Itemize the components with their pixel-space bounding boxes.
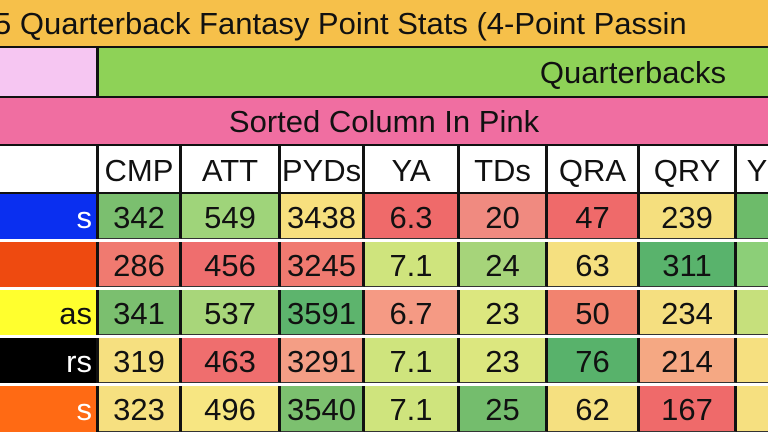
stat-cell-tds: 23 bbox=[460, 290, 548, 335]
header-team-cell bbox=[0, 146, 99, 194]
stat-cell-qra: 47 bbox=[548, 194, 640, 239]
stat-cell-y bbox=[737, 290, 768, 335]
stat-cell-tds: 20 bbox=[460, 194, 548, 239]
stat-cell-att: 549 bbox=[182, 194, 281, 239]
stat-cell-qry: 234 bbox=[640, 290, 737, 335]
stat-cell-cmp: 319 bbox=[99, 338, 182, 383]
stat-cell-ya: 6.7 bbox=[365, 290, 460, 335]
team-cell: s bbox=[0, 194, 99, 239]
column-header-cmp: CMP bbox=[99, 146, 182, 194]
stat-cell-y bbox=[737, 194, 768, 239]
stat-cell-cmp: 341 bbox=[99, 290, 182, 335]
stat-cell-tds: 23 bbox=[460, 338, 548, 383]
stat-cell-att: 463 bbox=[182, 338, 281, 383]
stat-cell-cmp: 342 bbox=[99, 194, 182, 239]
stat-cell-att: 537 bbox=[182, 290, 281, 335]
stat-cell-pyds: 3438 bbox=[281, 194, 365, 239]
stat-cell-qra: 62 bbox=[548, 386, 640, 432]
column-header-att: ATT bbox=[182, 146, 281, 194]
stat-cell-pyds: 3291 bbox=[281, 338, 365, 383]
stat-cell-qra: 50 bbox=[548, 290, 640, 335]
stat-cell-y bbox=[737, 242, 768, 287]
group-header-quarterbacks: Quarterbacks bbox=[99, 48, 768, 96]
stat-cell-y bbox=[737, 338, 768, 383]
group-header-blank bbox=[0, 48, 99, 96]
stat-cell-tds: 25 bbox=[460, 386, 548, 432]
stat-cell-ya: 7.1 bbox=[365, 386, 460, 432]
stat-cell-cmp: 323 bbox=[99, 386, 182, 432]
stat-cell-att: 456 bbox=[182, 242, 281, 287]
stat-cell-ya: 6.3 bbox=[365, 194, 460, 239]
column-header-qry: QRY bbox=[640, 146, 737, 194]
stat-cell-qry: 311 bbox=[640, 242, 737, 287]
stat-cell-ya: 7.1 bbox=[365, 338, 460, 383]
stat-cell-ya: 7.1 bbox=[365, 242, 460, 287]
stat-cell-att: 496 bbox=[182, 386, 281, 432]
table-title: 5 Quarterback Fantasy Point Stats (4-Poi… bbox=[0, 0, 768, 48]
stat-cell-tds: 24 bbox=[460, 242, 548, 287]
team-cell bbox=[0, 242, 99, 287]
stat-cell-pyds: 3591 bbox=[281, 290, 365, 335]
column-header-tds: TDs bbox=[460, 146, 548, 194]
stat-cell-qra: 63 bbox=[548, 242, 640, 287]
stat-cell-y bbox=[737, 386, 768, 432]
stat-cell-qry: 167 bbox=[640, 386, 737, 432]
stat-cell-pyds: 3540 bbox=[281, 386, 365, 432]
stat-cell-pyds: 3245 bbox=[281, 242, 365, 287]
sorted-column-note: Sorted Column In Pink bbox=[0, 98, 768, 146]
team-cell: rs bbox=[0, 338, 99, 383]
group-header-label: Quarterbacks bbox=[539, 55, 726, 90]
stat-cell-qra: 76 bbox=[548, 338, 640, 383]
team-cell: as bbox=[0, 290, 99, 335]
group-header-row: Quarterbacks bbox=[0, 48, 768, 98]
stat-cell-qry: 239 bbox=[640, 194, 737, 239]
column-header-y: Y bbox=[737, 146, 768, 194]
table-title-text: 5 Quarterback Fantasy Point Stats (4-Poi… bbox=[0, 6, 687, 41]
stat-cell-cmp: 286 bbox=[99, 242, 182, 287]
team-cell: s bbox=[0, 386, 99, 432]
column-header-ya: YA bbox=[365, 146, 460, 194]
stat-cell-qry: 214 bbox=[640, 338, 737, 383]
column-header-qra: QRA bbox=[548, 146, 640, 194]
column-header-pyds: PYDs bbox=[281, 146, 365, 194]
